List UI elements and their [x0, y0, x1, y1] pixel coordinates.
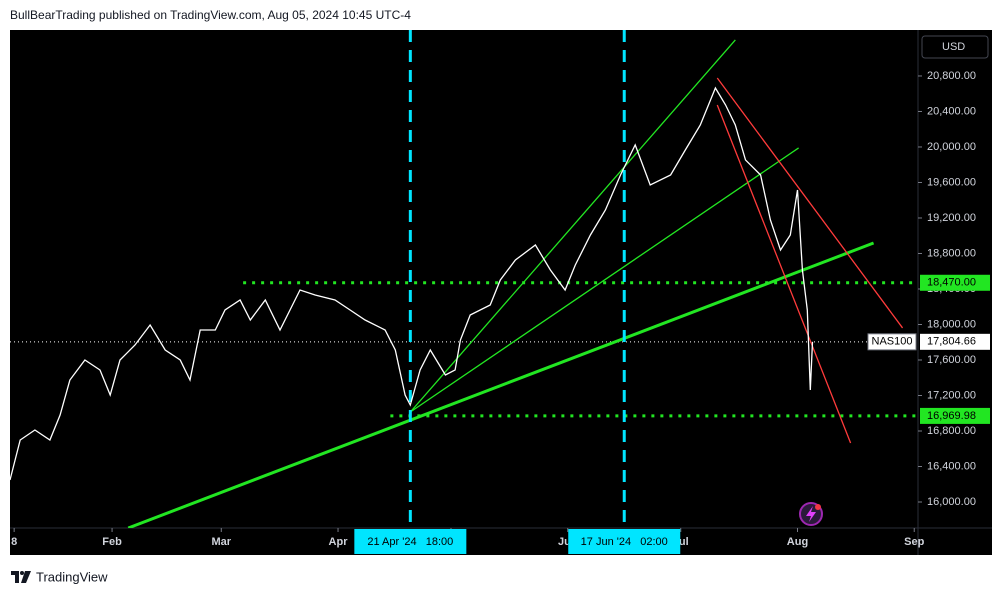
- plot-area: [10, 30, 918, 528]
- x-tick-label: Aug: [787, 536, 808, 548]
- y-tick-label: 19,600.00: [927, 176, 976, 188]
- trend-line: [716, 77, 904, 329]
- currency-box[interactable]: [921, 35, 989, 59]
- y-tick-label: 17,200.00: [927, 389, 976, 401]
- y-tick-label: 16,000.00: [927, 496, 976, 508]
- marker-label: 17 Jun '24 02:00: [581, 536, 668, 548]
- y-tick-label: 20,000.00: [927, 141, 976, 153]
- level-label-box: [920, 407, 990, 424]
- marker-label-box: [354, 529, 467, 554]
- lightning-icon[interactable]: [799, 502, 823, 526]
- y-tick-label: 20,800.00: [927, 70, 976, 82]
- level-label: 17,804.66: [927, 336, 976, 348]
- marker-label-box: [568, 529, 681, 554]
- level-label-box: [920, 333, 990, 350]
- marker-label: 21 Apr '24 18:00: [367, 536, 453, 548]
- price-line: [10, 86, 814, 481]
- trend-line: [127, 241, 875, 528]
- x-tick-label: 8: [11, 536, 17, 548]
- y-tick-label: 18,800.00: [927, 247, 976, 259]
- y-tick-label: 19,200.00: [927, 212, 976, 224]
- level-label-box: [920, 274, 990, 291]
- trend-line: [409, 39, 736, 413]
- level-label: 16,969.98: [927, 410, 976, 422]
- y-tick-label: 18,000.00: [927, 318, 976, 330]
- header: BullBearTrading published on TradingView…: [10, 8, 411, 22]
- trend-line: [409, 147, 799, 413]
- currency: USD: [942, 41, 965, 53]
- x-tick-label: Sep: [904, 536, 924, 548]
- x-tick-label: Mar: [211, 536, 231, 548]
- series-name: NAS100: [872, 336, 913, 348]
- tradingview-logo: [11, 571, 31, 583]
- overlay: 16,000.00 16,400.00 16,800.00 17,200.00 17,6…: [11, 70, 990, 554]
- chart-background: [10, 30, 992, 555]
- trend-line: [716, 104, 852, 444]
- y-tick-label: 20,400.00: [927, 105, 976, 117]
- x-tick-label: Apr: [329, 536, 349, 548]
- level-label: 18,470.00: [927, 277, 976, 289]
- x-tick-label: Feb: [102, 536, 122, 548]
- y-tick-label: 16,400.00: [927, 460, 976, 472]
- footer: TradingView: [36, 569, 108, 584]
- y-tick-label: 17,600.00: [927, 354, 976, 366]
- series-name-box: [867, 333, 917, 351]
- y-tick-label: 16,800.00: [927, 425, 976, 437]
